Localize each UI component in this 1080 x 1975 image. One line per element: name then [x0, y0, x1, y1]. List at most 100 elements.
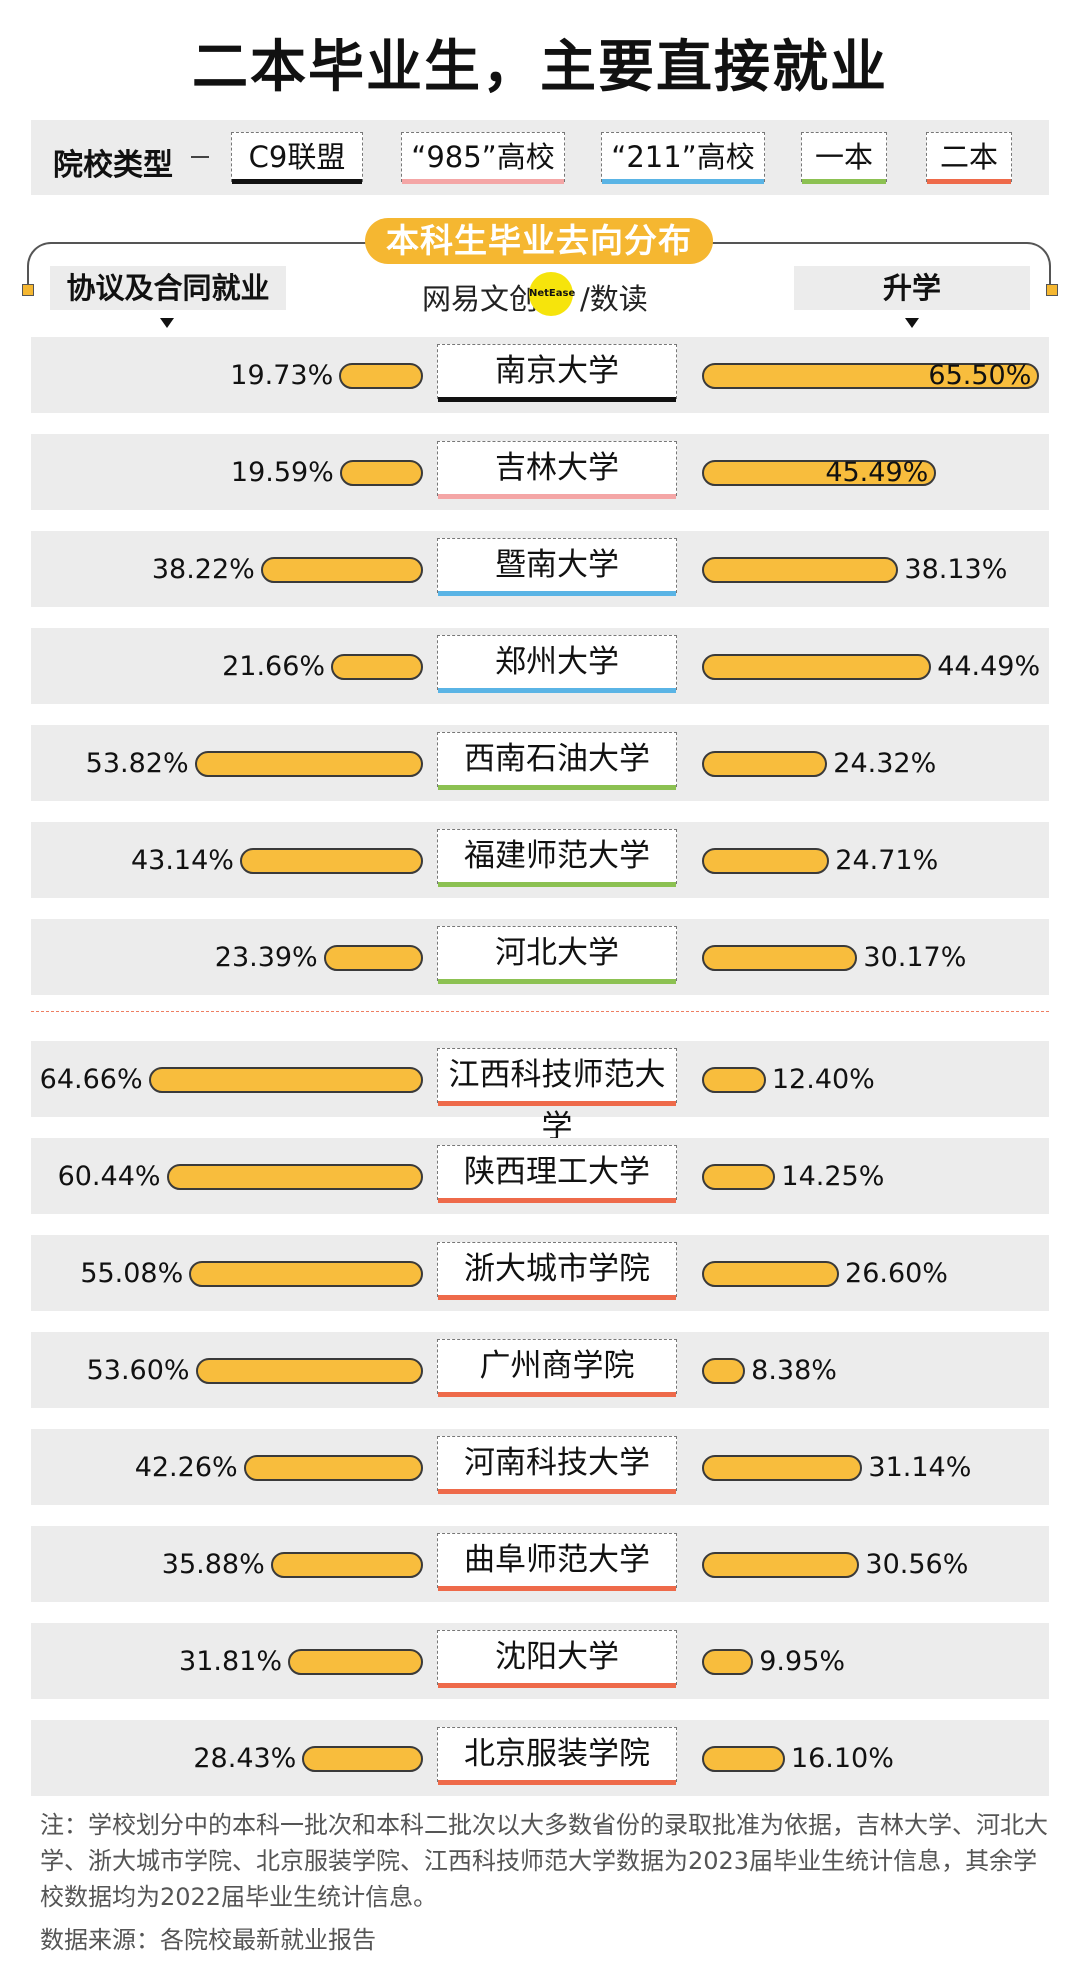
chart-row: 35.88% 30.56% 曲阜师范大学 [31, 1526, 1049, 1602]
chart-row: 43.14% 24.71% 福建师范大学 [31, 822, 1049, 898]
further-study-bar [702, 1455, 863, 1481]
further-study-value-label: 30.17% [863, 942, 967, 973]
employment-bar [148, 1067, 423, 1093]
university-name: 福建师范大学 [437, 829, 677, 887]
chart-row: 31.81% 9.95% 沈阳大学 [31, 1623, 1049, 1699]
tier-divider [31, 1011, 1049, 1012]
further-study-value-label: 31.14% [868, 1452, 972, 1483]
further-study-bar [702, 848, 830, 874]
university-type-underline [438, 785, 676, 790]
further-study-bar [702, 654, 932, 680]
university-type-underline [438, 1295, 676, 1300]
university-name: 河北大学 [437, 926, 677, 984]
university-type-underline [438, 882, 676, 887]
university-type-underline [438, 1101, 676, 1106]
university-label: 河南科技大学 [464, 1445, 650, 1481]
employment-bar [323, 945, 423, 971]
employment-value-label: 28.43% [193, 1743, 297, 1774]
legend-chip-underline [802, 179, 886, 184]
employment-bar [331, 654, 423, 680]
chart-row: 53.82% 24.32% 西南石油大学 [31, 725, 1049, 801]
further-study-bar [702, 945, 858, 971]
chart-row: 42.26% 31.14% 河南科技大学 [31, 1429, 1049, 1505]
legend-chip-underline [232, 179, 362, 184]
legend-chip-label: C9联盟 [248, 140, 346, 174]
chart-row: 19.73% 65.50% 南京大学 [31, 337, 1049, 413]
chart-title: 本科生毕业去向分布 [365, 218, 713, 264]
university-label: 沈阳大学 [495, 1639, 619, 1675]
chart-row: 21.66% 44.49% 郑州大学 [31, 628, 1049, 704]
further-study-bar [702, 1649, 754, 1675]
employment-bar [194, 751, 423, 777]
legend-chip-underline [927, 179, 1011, 184]
legend-chip-tier1: 一本 [801, 132, 887, 184]
employment-bar [270, 1552, 423, 1578]
university-name: 南京大学 [437, 344, 677, 402]
university-type-underline [438, 688, 676, 693]
university-name: 吉林大学 [437, 441, 677, 499]
employment-value-label: 23.39% [214, 942, 318, 973]
university-name: 西南石油大学 [437, 732, 677, 790]
further-study-value-label: 30.56% [865, 1549, 969, 1580]
left-axis-label: 协议及合同就业 [50, 266, 286, 310]
legend-chip-label: 二本 [939, 140, 998, 174]
university-label: 陕西理工大学 [464, 1154, 650, 1190]
university-type-underline [438, 397, 676, 402]
chart-row: 23.39% 30.17% 河北大学 [31, 919, 1049, 995]
further-study-value-label: 24.32% [833, 748, 937, 779]
university-label: 北京服装学院 [464, 1736, 650, 1772]
university-label: 吉林大学 [495, 450, 619, 486]
employment-value-label: 53.82% [85, 748, 189, 779]
chart-row: 64.66% 12.40% 江西科技师范大学 [31, 1041, 1049, 1145]
chart-row: 60.44% 14.25% 陕西理工大学 [31, 1138, 1049, 1214]
chart-row: 53.60% 8.38% 广州商学院 [31, 1332, 1049, 1408]
further-study-bar [702, 1067, 766, 1093]
university-label: 南京大学 [495, 353, 619, 389]
further-study-value-label: 9.95% [759, 1646, 846, 1677]
employment-bar [260, 557, 423, 583]
footnote: 注：学校划分中的本科一批次和本科二批次以大多数省份的录取批准为依据，吉林大学、河… [40, 1811, 1048, 1911]
page-title: 二本毕业生，主要直接就业 [192, 35, 888, 100]
university-type-underline [438, 979, 676, 984]
further-study-value-label: 45.49% [825, 457, 929, 488]
employment-value-label: 43.14% [130, 845, 234, 876]
employment-bar [239, 848, 423, 874]
logo-badge: NetEase [529, 272, 575, 316]
legend-chip-underline [402, 179, 564, 184]
university-name: 沈阳大学 [437, 1630, 677, 1688]
bracket-end-left [22, 284, 34, 296]
employment-value-label: 19.73% [230, 360, 334, 391]
further-study-bar [702, 557, 899, 583]
university-label: 郑州大学 [495, 644, 619, 680]
employment-bar [243, 1455, 423, 1481]
logo-text-left: 网易文创 [422, 282, 539, 316]
university-label: 广州商学院 [479, 1348, 635, 1384]
left-arrow-icon [160, 318, 174, 328]
university-label: 浙大城市学院 [464, 1251, 650, 1287]
employment-value-label: 31.81% [179, 1646, 282, 1677]
further-study-value-label: 38.13% [904, 554, 1008, 585]
university-name: 陕西理工大学 [437, 1145, 677, 1203]
legend-chip-tier2: 二本 [926, 132, 1012, 184]
employment-value-label: 21.66% [222, 651, 326, 682]
logo-text-right: /数读 [580, 282, 648, 316]
university-label: 河北大学 [495, 935, 619, 971]
legend: 院校类型 C9联盟 “985”高校 “211”高校 一本 二本 [31, 120, 1049, 195]
legend-chip-c9: C9联盟 [231, 132, 363, 184]
legend-chip-985: “985”高校 [401, 132, 565, 184]
chart-row: 19.59% 45.49% 吉林大学 [31, 434, 1049, 510]
further-study-value-label: 65.50% [928, 360, 1032, 391]
further-study-bar [702, 751, 828, 777]
employment-value-label: 64.66% [39, 1064, 143, 1095]
university-name: 江西科技师范大学 [437, 1048, 677, 1145]
legend-chip-underline [602, 179, 764, 184]
university-name: 郑州大学 [437, 635, 677, 693]
university-type-underline [438, 1198, 676, 1203]
university-type-underline [438, 1489, 676, 1494]
employment-value-label: 42.26% [134, 1452, 238, 1483]
further-study-value-label: 8.38% [751, 1355, 837, 1386]
employment-bar [189, 1261, 423, 1287]
right-arrow-icon [905, 318, 919, 328]
further-study-value-label: 24.71% [835, 845, 939, 876]
employment-bar [195, 1358, 423, 1384]
